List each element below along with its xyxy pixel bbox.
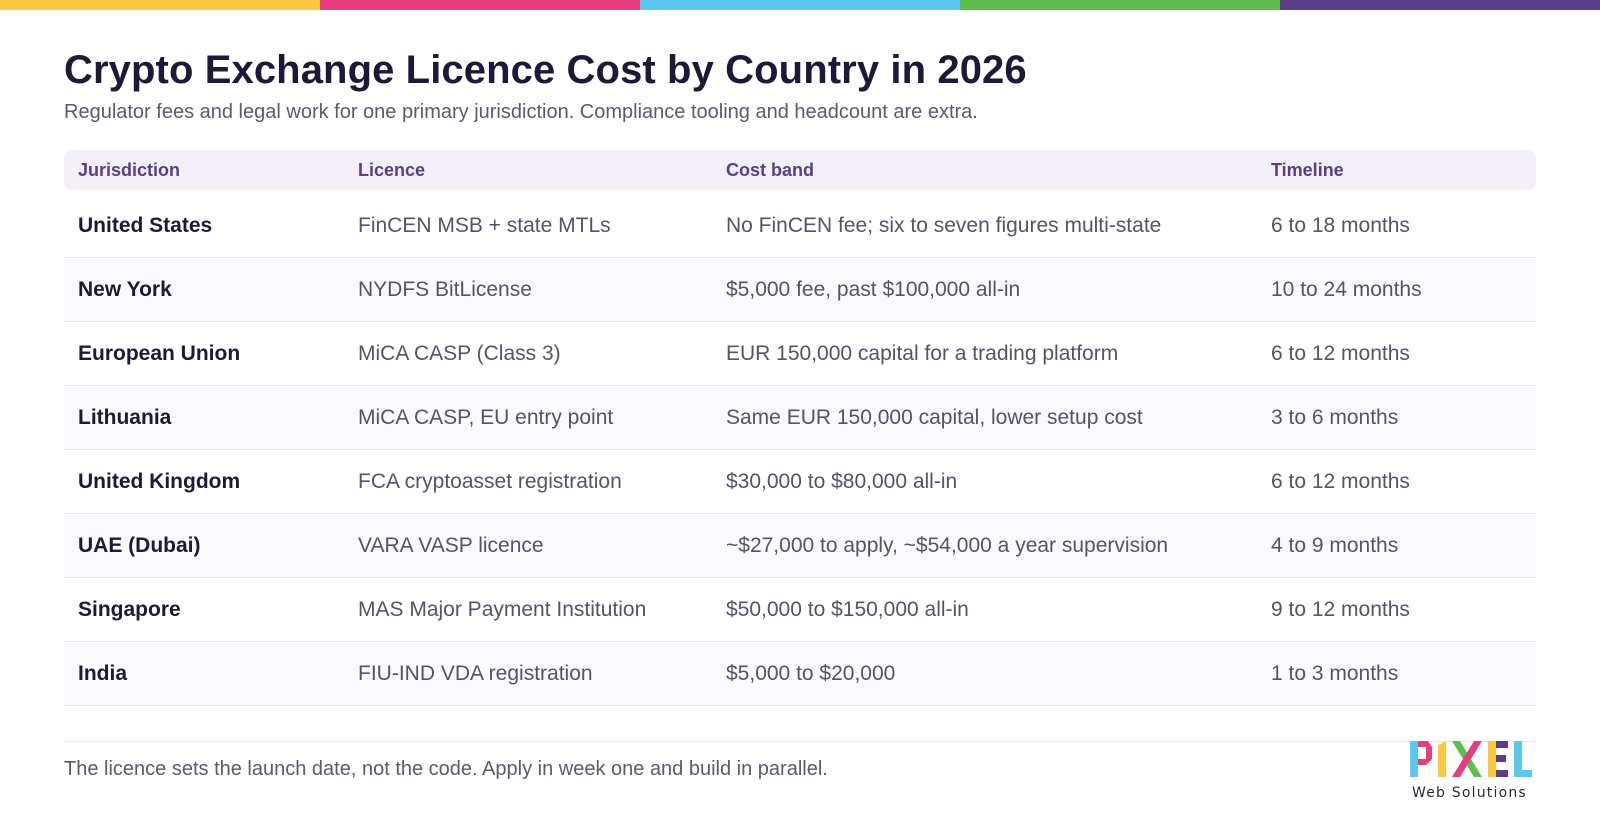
cell-cost-band: $5,000 to $20,000 [726, 661, 896, 685]
header-timeline: Timeline [1271, 159, 1344, 180]
cell-cost-band: EUR 150,000 capital for a trading platfo… [726, 341, 1119, 365]
cell-cost-band: No FinCEN fee; six to seven figures mult… [726, 213, 1162, 237]
footer-divider [64, 741, 1536, 742]
cell-licence: FCA cryptoasset registration [358, 469, 622, 493]
table-row: UAE (Dubai) VARA VASP licence ~$27,000 t… [64, 514, 1536, 578]
cell-jurisdiction: United States [78, 213, 213, 237]
table-row: United States FinCEN MSB + state MTLs No… [64, 194, 1536, 258]
pixel-logo-icon [1410, 741, 1532, 777]
cell-timeline: 6 to 18 months [1271, 213, 1410, 237]
cell-cost-band: $30,000 to $80,000 all-in [726, 469, 958, 493]
cell-jurisdiction: New York [78, 277, 172, 301]
header-jurisdiction: Jurisdiction [78, 159, 181, 180]
cell-licence: NYDFS BitLicense [358, 277, 532, 301]
table-row: European Union MiCA CASP (Class 3) EUR 1… [64, 322, 1536, 386]
cell-jurisdiction: India [78, 661, 128, 685]
cell-licence: MiCA CASP (Class 3) [358, 341, 561, 365]
header-cost-band: Cost band [726, 159, 814, 180]
brand-bar-segment [640, 0, 960, 10]
table-body: United States FinCEN MSB + state MTLs No… [64, 194, 1536, 706]
logo-tagline: Web Solutions [1412, 785, 1527, 801]
cell-timeline: 6 to 12 months [1271, 469, 1410, 493]
brand-bar-segment [320, 0, 640, 10]
cell-jurisdiction: United Kingdom [78, 469, 241, 493]
brand-color-bar [0, 0, 1600, 10]
brand-bar-segment [0, 0, 320, 10]
cell-cost-band: $50,000 to $150,000 all-in [726, 597, 969, 621]
cell-jurisdiction: Singapore [78, 597, 181, 621]
table-header: Jurisdiction Licence Cost band Timeline [64, 150, 1536, 190]
cell-jurisdiction: Lithuania [78, 405, 172, 429]
page-subtitle: Regulator fees and legal work for one pr… [64, 101, 978, 123]
cell-timeline: 1 to 3 months [1271, 661, 1399, 685]
cell-licence: FIU-IND VDA registration [358, 661, 593, 685]
brand-bar-segment [960, 0, 1280, 10]
header-licence: Licence [358, 159, 426, 180]
cell-cost-band: $5,000 fee, past $100,000 all-in [726, 277, 1021, 301]
cell-timeline: 9 to 12 months [1271, 597, 1410, 621]
cell-licence: MiCA CASP, EU entry point [358, 405, 614, 429]
cell-licence: MAS Major Payment Institution [358, 597, 647, 621]
table-row: New York NYDFS BitLicense $5,000 fee, pa… [64, 258, 1536, 322]
cell-jurisdiction: UAE (Dubai) [78, 533, 201, 557]
table-row: United Kingdom FCA cryptoasset registrat… [64, 450, 1536, 514]
cell-timeline: 6 to 12 months [1271, 341, 1410, 365]
cell-cost-band: Same EUR 150,000 capital, lower setup co… [726, 405, 1143, 429]
footer-note: The licence sets the launch date, not th… [64, 758, 828, 780]
licence-table: Jurisdiction Licence Cost band Timeline … [64, 150, 1536, 706]
cell-licence: FinCEN MSB + state MTLs [358, 213, 611, 237]
cell-jurisdiction: European Union [78, 341, 241, 365]
table-row: Singapore MAS Major Payment Institution … [64, 578, 1536, 642]
table-row: India FIU-IND VDA registration $5,000 to… [64, 642, 1536, 706]
table-row: Lithuania MiCA CASP, EU entry point Same… [64, 386, 1536, 450]
brand-bar-segment [1280, 0, 1600, 10]
cell-timeline: 4 to 9 months [1271, 533, 1399, 557]
cell-timeline: 3 to 6 months [1271, 405, 1399, 429]
cell-timeline: 10 to 24 months [1271, 277, 1422, 301]
page-title: Crypto Exchange Licence Cost by Country … [64, 48, 1027, 92]
cell-cost-band: ~$27,000 to apply, ~$54,000 a year super… [726, 533, 1169, 557]
cell-licence: VARA VASP licence [358, 533, 544, 557]
